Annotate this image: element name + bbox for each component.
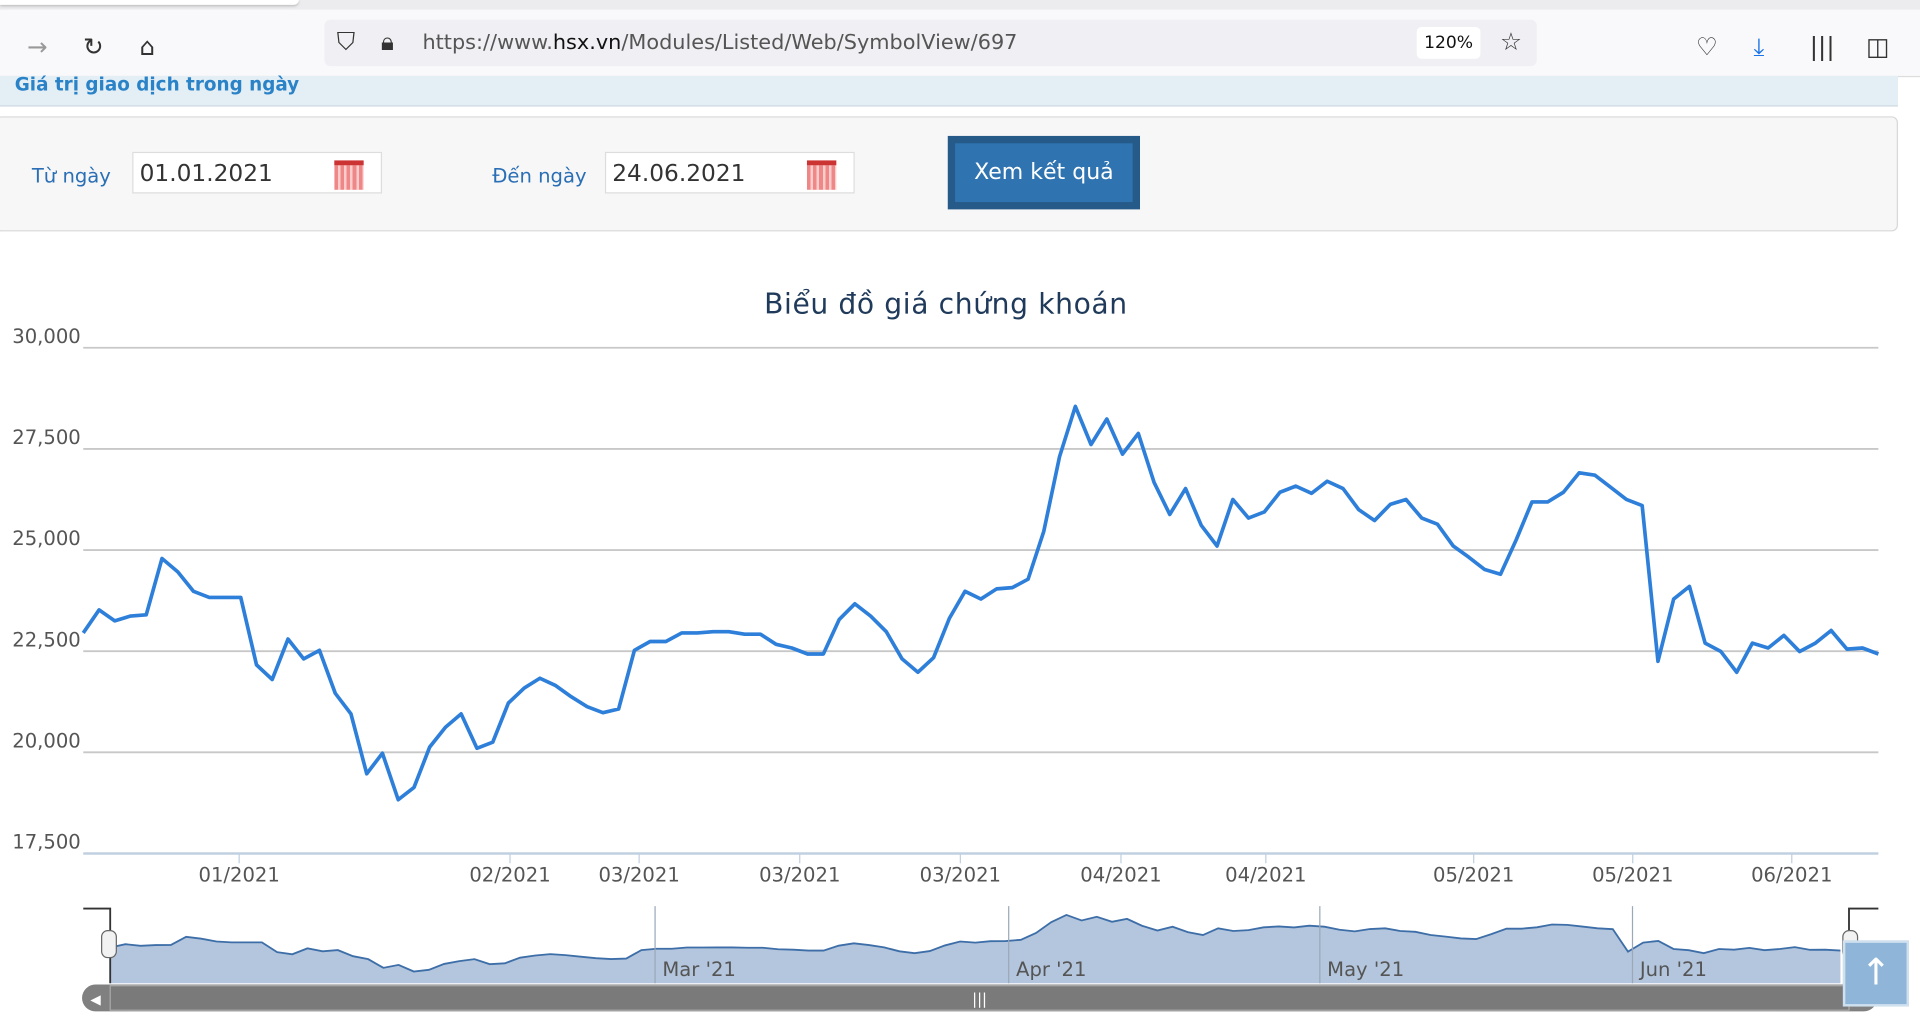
download-icon[interactable]: ⤓ xyxy=(1753,31,1765,62)
star-icon[interactable]: ☆ xyxy=(1500,26,1522,57)
zoom-level[interactable]: 120% xyxy=(1416,26,1481,59)
x-tick-label: 04/2021 xyxy=(1080,864,1161,887)
scroll-left-icon[interactable]: ◀ xyxy=(90,993,101,1008)
url-bar[interactable]: ⛉ 🔒︎ https://www.hsx.vn/Modules/Listed/W… xyxy=(324,19,1537,67)
x-tick-label: 02/2021 xyxy=(469,864,550,887)
navigator-area xyxy=(110,914,1841,984)
back-icon[interactable]: → xyxy=(26,31,48,62)
x-tick-label: 03/2021 xyxy=(598,864,679,887)
navigator-label: Jun '21 xyxy=(1638,958,1707,981)
banner-title: Giá trị giao dịch trong ngày xyxy=(14,73,300,96)
shield-icon[interactable]: ⛉ xyxy=(336,26,356,57)
section-banner: Giá trị giao dịch trong ngày xyxy=(0,73,1898,107)
to-date-input[interactable]: 24.06.2021 xyxy=(604,151,855,194)
y-tick-label: 27,500 xyxy=(12,426,81,449)
x-tick-label: 01/2021 xyxy=(198,864,279,887)
y-tick-label: 25,000 xyxy=(12,527,81,550)
x-tick-label: 03/2021 xyxy=(920,864,1001,887)
x-tick-label: 03/2021 xyxy=(759,864,840,887)
browser-toolbar: → ↻ ⌂ ⛉ 🔒︎ https://www.hsx.vn/Modules/Li… xyxy=(0,9,1920,78)
pocket-icon[interactable]: ♡ xyxy=(1695,31,1718,62)
url-text[interactable]: https://www.hsx.vn/Modules/Listed/Web/Sy… xyxy=(422,30,1018,56)
navigator-left-edge xyxy=(83,907,112,984)
x-tick-label: 05/2021 xyxy=(1433,864,1514,887)
from-date-input[interactable]: 01.01.2021 xyxy=(132,151,383,194)
navigator-label: Mar '21 xyxy=(662,958,735,981)
arrow-up-icon: ↑ xyxy=(1860,951,1892,995)
x-tick-label: 04/2021 xyxy=(1225,864,1306,887)
y-tick-label: 30,000 xyxy=(12,325,81,348)
home-icon[interactable]: ⌂ xyxy=(139,31,156,62)
x-tick-label: 05/2021 xyxy=(1592,864,1673,887)
reload-icon[interactable]: ↻ xyxy=(83,31,104,62)
price-line xyxy=(81,404,1880,802)
from-date-label: Từ ngày xyxy=(31,164,111,188)
to-date-value: 24.06.2021 xyxy=(612,160,746,188)
x-tick-label: 06/2021 xyxy=(1751,864,1832,887)
from-date-value: 01.01.2021 xyxy=(139,160,273,188)
date-filter-form: Từ ngày 01.01.2021 Đến ngày 24.06.2021 X… xyxy=(0,116,1898,232)
active-tab[interactable] xyxy=(0,0,299,5)
y-tick-label: 17,500 xyxy=(12,831,81,854)
tab-strip xyxy=(0,0,1920,10)
lock-icon[interactable]: 🔒︎ xyxy=(380,26,394,57)
chart-title: Biểu đồ giá chứng khoán xyxy=(764,288,1128,321)
back-to-top-button[interactable]: ↑ xyxy=(1842,940,1909,1007)
library-icon[interactable]: ||| xyxy=(1809,31,1835,62)
calendar-icon[interactable] xyxy=(334,160,364,190)
navigator-label: May '21 xyxy=(1327,958,1404,981)
scrollbar-grip-icon: ||| xyxy=(972,991,987,1008)
y-tick-label: 20,000 xyxy=(12,729,81,752)
y-tick-label: 22,500 xyxy=(12,628,81,651)
calendar-icon[interactable] xyxy=(806,160,837,190)
navigator-line xyxy=(110,913,1841,973)
navigator-left-handle[interactable] xyxy=(101,930,117,959)
submit-button[interactable]: Xem kết quả xyxy=(947,135,1141,210)
navigator-label: Apr '21 xyxy=(1016,958,1086,981)
sidebar-icon[interactable]: ◫ xyxy=(1866,31,1890,62)
to-date-label: Đến ngày xyxy=(492,164,587,188)
submit-label: Xem kết quả xyxy=(955,143,1133,203)
scrollbar-thumb[interactable] xyxy=(109,985,1850,1011)
